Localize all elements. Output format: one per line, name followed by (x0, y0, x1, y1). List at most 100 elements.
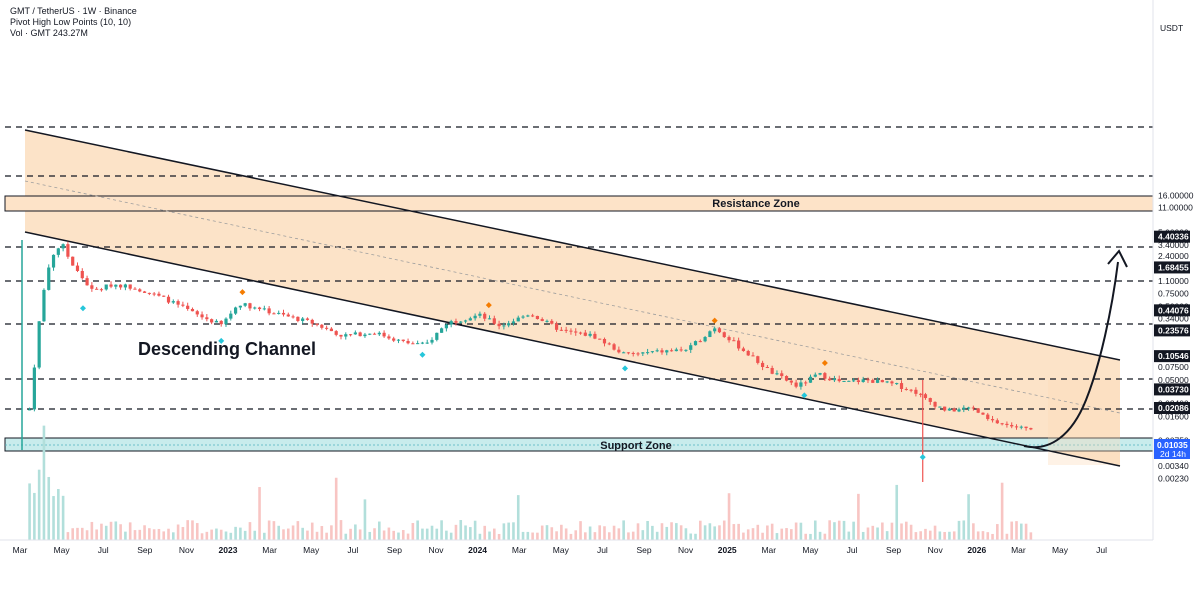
volume-bar (948, 531, 951, 540)
x-tick-label: Mar (512, 545, 527, 555)
volume-bar (684, 528, 688, 540)
candle-body (85, 278, 89, 286)
volume-bar (267, 520, 271, 540)
candle-body (669, 350, 674, 352)
y-tick-label: 0.05000 (1158, 375, 1189, 385)
candle-body (617, 349, 621, 353)
volume-bar (876, 527, 879, 540)
candle-body (329, 328, 334, 332)
candle-body (545, 320, 549, 322)
volume-bar (205, 531, 209, 540)
candle-body (416, 343, 420, 345)
pivot-marker (79, 305, 86, 312)
x-tick-label: Mar (262, 545, 277, 555)
volume-bar (492, 528, 496, 540)
volume-bar (919, 531, 922, 540)
candle-body (61, 244, 65, 249)
candle-body (37, 321, 41, 368)
candle-body (631, 353, 635, 355)
level-badge-label: 0.03730 (1158, 384, 1189, 394)
candle-body (875, 380, 880, 383)
symbol-line[interactable]: GMT / TetherUS · 1W · Binance (10, 6, 137, 16)
candle-body (123, 284, 127, 288)
candle-body (554, 323, 559, 330)
volume-bar (421, 528, 424, 540)
volume-bar (80, 527, 84, 540)
candle-body (588, 333, 592, 336)
volume-line[interactable]: Vol · GMT 243.27M (10, 28, 88, 38)
candle-body (598, 338, 602, 340)
candle-body (238, 305, 242, 308)
volume-bar (756, 524, 760, 540)
volume-bar (248, 522, 252, 540)
candle-body (828, 378, 832, 381)
candle-body (51, 254, 56, 268)
resistance-zone (4, 195, 1154, 212)
x-tick-label: Mar (13, 545, 28, 555)
y-tick-label: 3.40000 (1158, 240, 1189, 250)
volume-bar (507, 522, 510, 540)
volume-bar (378, 521, 381, 540)
volume-bar (866, 527, 870, 540)
volume-bar (560, 524, 563, 540)
candle-body (262, 308, 266, 310)
volume-bar (675, 523, 678, 540)
candle-body (540, 319, 544, 322)
support-zone-label: Support Zone (600, 440, 672, 452)
candle-body (765, 367, 769, 369)
x-tick-label: May (1052, 545, 1069, 555)
volume-bar (574, 530, 578, 540)
level-badge-label: 0.44076 (1158, 305, 1189, 315)
volume-bar (928, 530, 932, 540)
y-tick-label: 0.00340 (1158, 461, 1189, 471)
candle-body (253, 307, 257, 309)
volume-bar (727, 493, 731, 540)
volume-bar (689, 533, 693, 540)
indicator-line[interactable]: Pivot High Low Points (10, 10) (10, 17, 132, 27)
volume-bar (799, 522, 803, 540)
candle-body (358, 332, 362, 337)
candle-body (507, 323, 511, 326)
candle-body (439, 328, 444, 333)
currency-label: USDT (1160, 23, 1183, 33)
candle-body (138, 289, 142, 292)
volume-bar (406, 533, 410, 540)
candle-body (693, 341, 698, 346)
x-tick-label: Nov (678, 545, 694, 555)
volume-bar (540, 525, 544, 540)
candle-body (214, 320, 219, 323)
candle-body (190, 308, 195, 312)
candle-body (895, 383, 899, 385)
volume-bar (909, 524, 913, 540)
candle-body (181, 304, 185, 306)
y-tick-label: 0.75000 (1158, 288, 1189, 298)
candle-body (27, 409, 32, 411)
time-axis[interactable]: Mar May Jul Sep Nov 2023 Mar May Jul Sep Nov 2024 Ma… (13, 545, 1107, 555)
candle-body (717, 328, 722, 333)
candle-body (818, 373, 822, 375)
pivot-marker (801, 392, 808, 399)
volume-bar (186, 520, 189, 540)
volume-bar (286, 528, 290, 540)
level-badge (1154, 383, 1190, 396)
volume-bar (751, 528, 755, 540)
candle-body (1014, 426, 1019, 428)
volume-bar (459, 520, 463, 540)
volume-bar (957, 520, 961, 540)
volume-bar (33, 492, 36, 540)
volume-bar (976, 531, 980, 540)
volume-bar (469, 527, 472, 540)
volume-bar (967, 494, 970, 540)
volume-bar (497, 533, 501, 540)
volume-bar (718, 525, 721, 540)
volume-bar (128, 522, 132, 540)
x-tick-label: 2023 (219, 545, 238, 555)
candle-body (368, 333, 372, 335)
volume-bar (363, 499, 367, 540)
volume-bar (1000, 482, 1004, 540)
volume-bar (114, 521, 118, 540)
volume-bar (401, 530, 405, 540)
x-tick-label: Nov (928, 545, 944, 555)
candle-body (636, 353, 640, 355)
